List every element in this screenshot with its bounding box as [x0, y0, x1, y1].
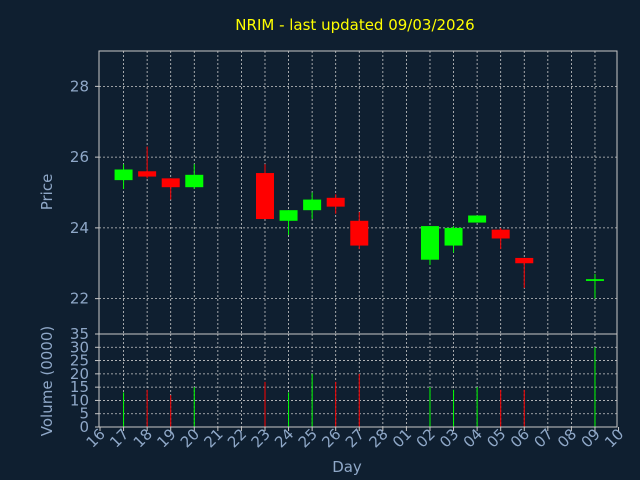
volume-tick-label: 10	[70, 391, 89, 409]
volume-tick-label: 20	[70, 365, 89, 383]
x-tick-label: 28	[365, 425, 391, 451]
x-tick-label: 25	[295, 425, 321, 451]
price-panel-frame	[98, 50, 618, 335]
x-tick-label: 09	[578, 425, 604, 451]
x-tick-label: 03	[436, 425, 462, 451]
candle-body-26	[326, 197, 345, 207]
volume-tick-label: 30	[70, 338, 89, 356]
x-axis-label: Day	[332, 458, 362, 476]
candle-body-02	[420, 226, 439, 260]
candle-body-20	[185, 174, 204, 188]
candle-body-27	[350, 220, 369, 246]
x-tick-label: 24	[271, 425, 297, 451]
candle-body-24	[279, 210, 298, 221]
price-tick-label: 22	[70, 290, 89, 308]
volume-tick-label: 25	[70, 352, 89, 370]
x-tick-label: 06	[507, 425, 533, 451]
x-tick-label: 01	[389, 425, 415, 451]
x-tick-label: 23	[248, 425, 274, 451]
candle-body-04	[468, 215, 487, 223]
x-tick-label: 22	[224, 425, 250, 451]
x-tick-label: 17	[106, 425, 132, 451]
candle-body-06	[515, 257, 534, 264]
price-tick-label: 24	[70, 219, 89, 237]
candle-body-03	[444, 227, 463, 246]
x-tick-label: 27	[342, 425, 368, 451]
volume-tick-label: 15	[70, 378, 89, 396]
x-tick-label: 26	[318, 425, 344, 451]
candle-body-09	[585, 279, 604, 281]
x-tick-label: 18	[130, 425, 156, 451]
chart-title: NRIM - last updated 09/03/2026	[235, 16, 474, 34]
x-tick-label: 10	[601, 425, 627, 451]
price-tick-label: 28	[70, 77, 89, 95]
volume-tick-label: 5	[79, 405, 89, 423]
candle-body-25	[303, 199, 322, 211]
price-axis-label: Price	[38, 174, 56, 211]
volume-panel-frame	[98, 333, 618, 428]
volume-axis-label: Volume (0000)	[38, 326, 56, 436]
x-tick-label: 05	[483, 425, 509, 451]
x-tick-label: 21	[200, 425, 226, 451]
price-tick-label: 26	[70, 148, 89, 166]
candle-body-17	[114, 169, 133, 181]
x-tick-label: 19	[153, 425, 179, 451]
plot-layer: 2224262805101520253035161718192021222324…	[70, 50, 627, 451]
x-tick-label: 08	[554, 425, 580, 451]
x-tick-label: 04	[460, 425, 486, 451]
x-tick-label: 07	[530, 425, 556, 451]
volume-tick-label: 0	[79, 418, 89, 436]
candle-body-05	[491, 229, 510, 239]
x-tick-label: 02	[413, 425, 439, 451]
candle-body-19	[161, 178, 180, 188]
x-tick-label: 20	[177, 425, 203, 451]
volume-tick-label: 35	[70, 325, 89, 343]
candle-body-18	[138, 171, 157, 177]
candle-body-23	[255, 173, 274, 220]
